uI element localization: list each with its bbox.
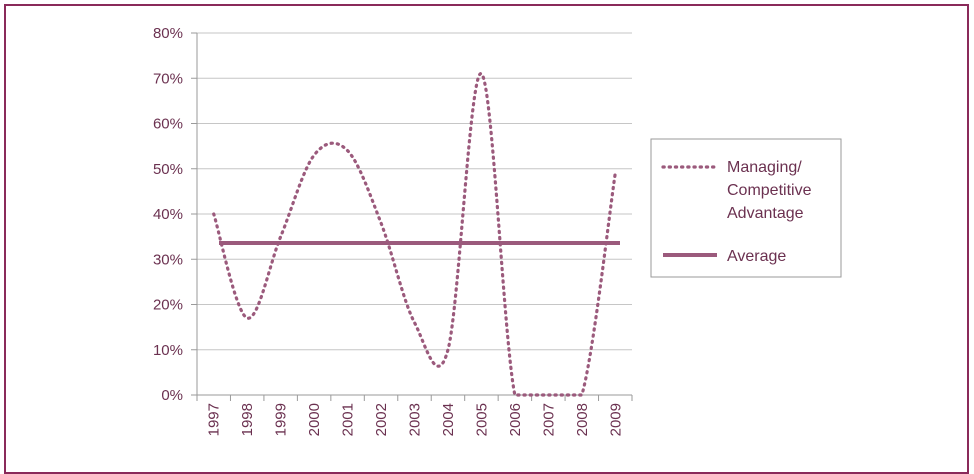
y-tick-label: 60% xyxy=(153,116,183,133)
legend-label-managing: Advantage xyxy=(727,205,804,222)
x-tick-label: 2006 xyxy=(507,403,524,436)
x-tick-label: 2009 xyxy=(607,403,624,436)
x-tick-label: 2008 xyxy=(574,403,591,436)
x-tick-label: 1998 xyxy=(239,403,256,436)
series-line-managing-competitive-advantage xyxy=(212,72,617,397)
legend-label-average: Average xyxy=(727,248,786,265)
x-tick-label: 2004 xyxy=(440,403,457,436)
line-chart: 0% 10% 20% 30% 40% 50% 60% 70% 80% 1997 1998 1999 2… xyxy=(153,25,842,436)
x-tick-labels: 1997 1998 1999 2000 2001 2002 2003 2004 2005 2006… xyxy=(206,403,625,436)
series-lines xyxy=(212,72,620,397)
x-tick-label: 2007 xyxy=(540,403,557,436)
y-tick-label: 80% xyxy=(153,25,183,42)
x-tick-label: 1999 xyxy=(273,403,290,436)
y-tick-label: 0% xyxy=(161,387,183,404)
x-tick-label: 2000 xyxy=(306,403,323,436)
x-tick-label: 2001 xyxy=(340,403,357,436)
grid-lines xyxy=(197,32,632,351)
axes xyxy=(191,32,633,401)
x-tick-label: 2005 xyxy=(473,403,490,436)
chart-frame: 0% 10% 20% 30% 40% 50% 60% 70% 80% 1997 1998 1999 2… xyxy=(4,4,969,474)
y-tick-label: 30% xyxy=(153,251,183,268)
y-tick-label: 10% xyxy=(153,342,183,359)
y-tick-label: 40% xyxy=(153,206,183,223)
legend: Managing/Competitive Advantage Average xyxy=(650,138,842,278)
x-tick-label: 2003 xyxy=(407,403,424,436)
legend-label-managing: Competitive xyxy=(727,182,812,199)
legend-label-managing: Managing/ xyxy=(727,159,802,176)
y-tick-label: 20% xyxy=(153,297,183,314)
y-tick-labels: 0% 10% 20% 30% 40% 50% 60% 70% 80% xyxy=(153,25,183,404)
y-tick-label: 50% xyxy=(153,161,183,178)
x-tick-label: 2002 xyxy=(373,403,390,436)
y-tick-label: 70% xyxy=(153,70,183,87)
x-tick-label: 1997 xyxy=(206,403,223,436)
